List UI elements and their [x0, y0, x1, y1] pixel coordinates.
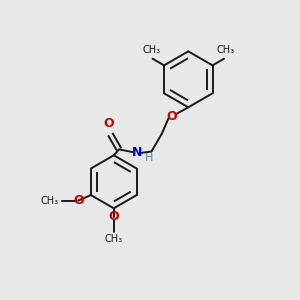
Text: CH₃: CH₃: [41, 196, 59, 206]
Text: O: O: [73, 194, 83, 207]
Text: H: H: [145, 153, 153, 163]
Text: CH₃: CH₃: [216, 45, 235, 55]
Text: CH₃: CH₃: [142, 45, 160, 55]
Text: N: N: [132, 146, 142, 159]
Text: O: O: [103, 117, 114, 130]
Text: O: O: [167, 110, 177, 123]
Text: CH₃: CH₃: [105, 234, 123, 244]
Text: O: O: [109, 210, 119, 223]
